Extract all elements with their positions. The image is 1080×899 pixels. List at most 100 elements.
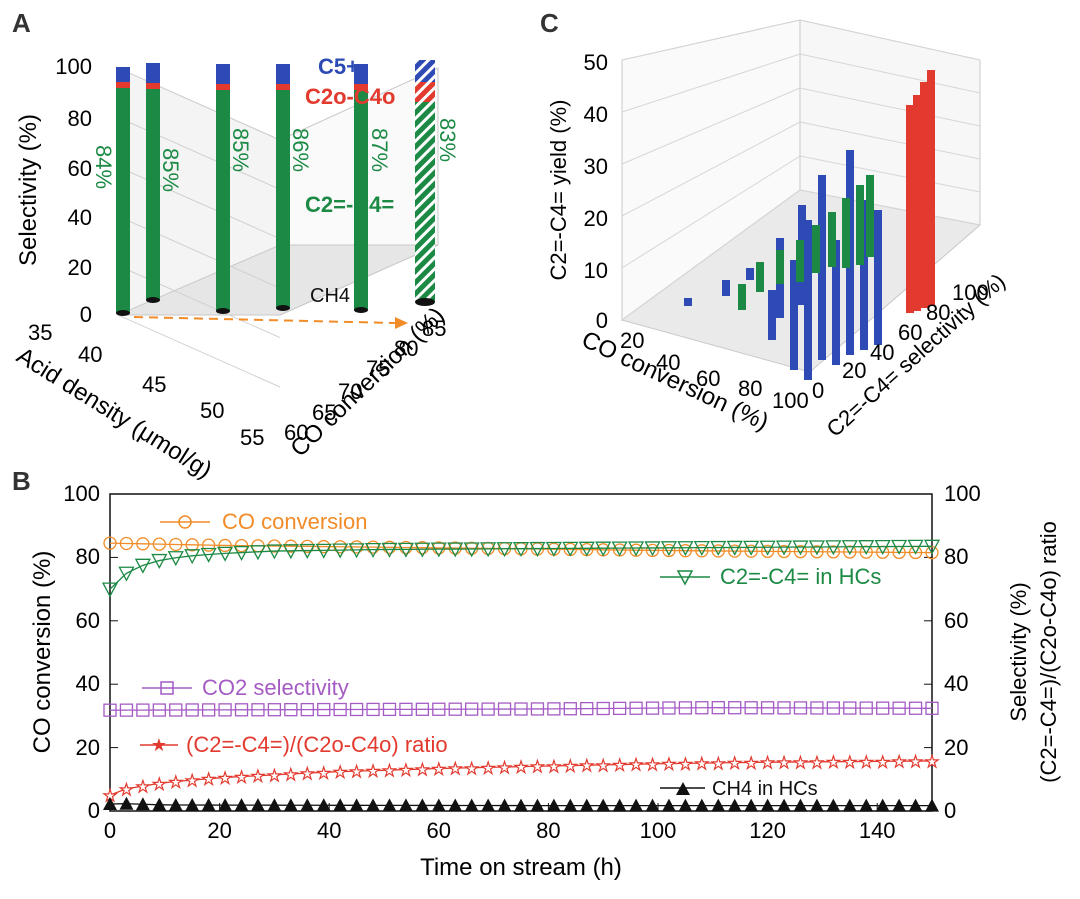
data-point [266,544,283,560]
bar-c5-segment [415,60,435,82]
data-point [841,540,858,556]
data-point [875,798,890,812]
data-point [249,545,267,561]
panel-b-x-tick: 80 [536,818,560,843]
data-point [169,537,183,552]
trend-arrowhead [395,317,408,329]
data-point [481,702,495,716]
data-point [662,701,676,715]
panel-c-z-tick: 50 [584,50,608,75]
bar [804,220,812,380]
data-point [580,701,594,716]
data-point [349,798,364,812]
gridline [117,215,281,289]
panel-b-series: ★ ★ ★ ★ ★ ★ ★ ★ ★ ★ ★ ★ ★ ★ ★ ★ ★ ★ ★ ★ ★ ★ ★ ★ ★ ★ ★ ★ ★ ★ ★ ★ ★ ★ ★ ★ ★ ★ ★ ★… [101,536,941,812]
data-point [530,702,545,716]
panel-a-x-tick: 50 [200,398,224,423]
data-point [645,543,660,558]
bar-c5-segment [354,64,368,84]
bar-ch4-base [276,305,290,311]
data-point: ★ [251,769,265,786]
gridline [621,155,801,269]
bar-label: 85% [228,128,253,172]
legend-ratio: ★ (C2=-C4=)/(C2o-C4o) ratio [140,732,448,757]
bar-olefin-segment [116,88,130,313]
panel-c-x-tick: 60 [696,366,720,391]
panel-b-y-tick-right: 20 [944,735,968,760]
panel-a-y-tick: 70 [338,379,362,404]
data-point [200,547,217,563]
data-point: ★ [201,772,215,789]
bar-label: 84% [91,145,116,189]
data-point [662,543,676,558]
legend-ch4: CH4 [310,285,350,307]
data-point [810,545,824,559]
panel-a-bar-1 [116,67,130,316]
data-point [925,701,939,715]
data-point: ★ [432,762,446,779]
data-point [678,798,693,812]
data-point [432,702,446,716]
data-point: ★ [481,760,495,777]
panel-c-x-tick: 40 [656,350,680,375]
panel-c-z-tick: 0 [596,308,608,333]
data-point [283,798,298,812]
bar [856,185,864,265]
data-point: ★ [793,755,807,772]
data-point [448,541,462,555]
data-point [415,541,430,555]
series-red: ★ ★ ★ ★ ★ ★ ★ ★ ★ ★ ★ ★ ★ ★ ★ ★ ★ ★ ★ ★ ★ ★ ★ ★ ★ ★ ★ ★ ★ ★ ★ ★ ★ ★ ★ ★ ★ ★ ★ ★… [102,753,940,805]
data-point [711,544,725,558]
bar [796,240,804,282]
data-point [267,703,282,717]
gridline [621,19,801,61]
data-point [136,703,150,717]
data-point [430,542,447,558]
legend-co-conversion: CO conversion [160,509,368,534]
data-point [760,701,775,715]
data-point: ★ [892,754,906,771]
data-point [447,542,464,558]
data-point: ★ [103,788,117,805]
panel-c-green-bars [738,175,874,310]
panel-b-y-tick-right: 40 [944,671,968,696]
data-point [464,798,479,812]
bar-label: 87% [367,128,392,172]
panel-a-z-tick: 20 [68,255,92,280]
panel-a-z-tick: 60 [68,156,92,181]
data-point: ★ [382,763,396,780]
data-point [496,542,513,558]
data-point: ★ [185,773,199,790]
data-point [349,702,364,717]
series-green [101,539,941,598]
data-point [267,798,282,812]
data-point [152,797,167,811]
data-point [530,798,545,812]
data-point [760,544,775,559]
panel-a-z-tick: 0 [80,302,92,327]
data-point: ★ [399,763,413,780]
series-purple [103,701,939,717]
panel-b: B 0 20 40 60 80 100 0 20 40 60 80 100 0 … [12,466,1061,881]
data-point: ★ [645,757,659,774]
panel-b-y-tick-right: 0 [944,798,956,823]
bar [722,280,730,296]
data-point [759,540,776,556]
data-point: ★ [728,756,742,773]
data-point [808,540,826,556]
gridline [117,265,281,339]
gridline [621,53,801,113]
panel-b-y-tick: 0 [88,798,100,823]
data-point [579,798,594,812]
data-point [366,798,381,812]
data-point: ★ [218,770,232,787]
data-point: ★ [843,755,857,772]
data-point [612,701,627,716]
data-point [399,702,413,716]
bar-c5-segment [216,64,230,84]
data-point: ★ [514,760,528,777]
data-point [397,542,415,558]
data-point [234,798,249,812]
data-point [645,701,660,715]
panel-a: A 100 80 60 40 20 0 Selectivity (%) [12,8,460,484]
